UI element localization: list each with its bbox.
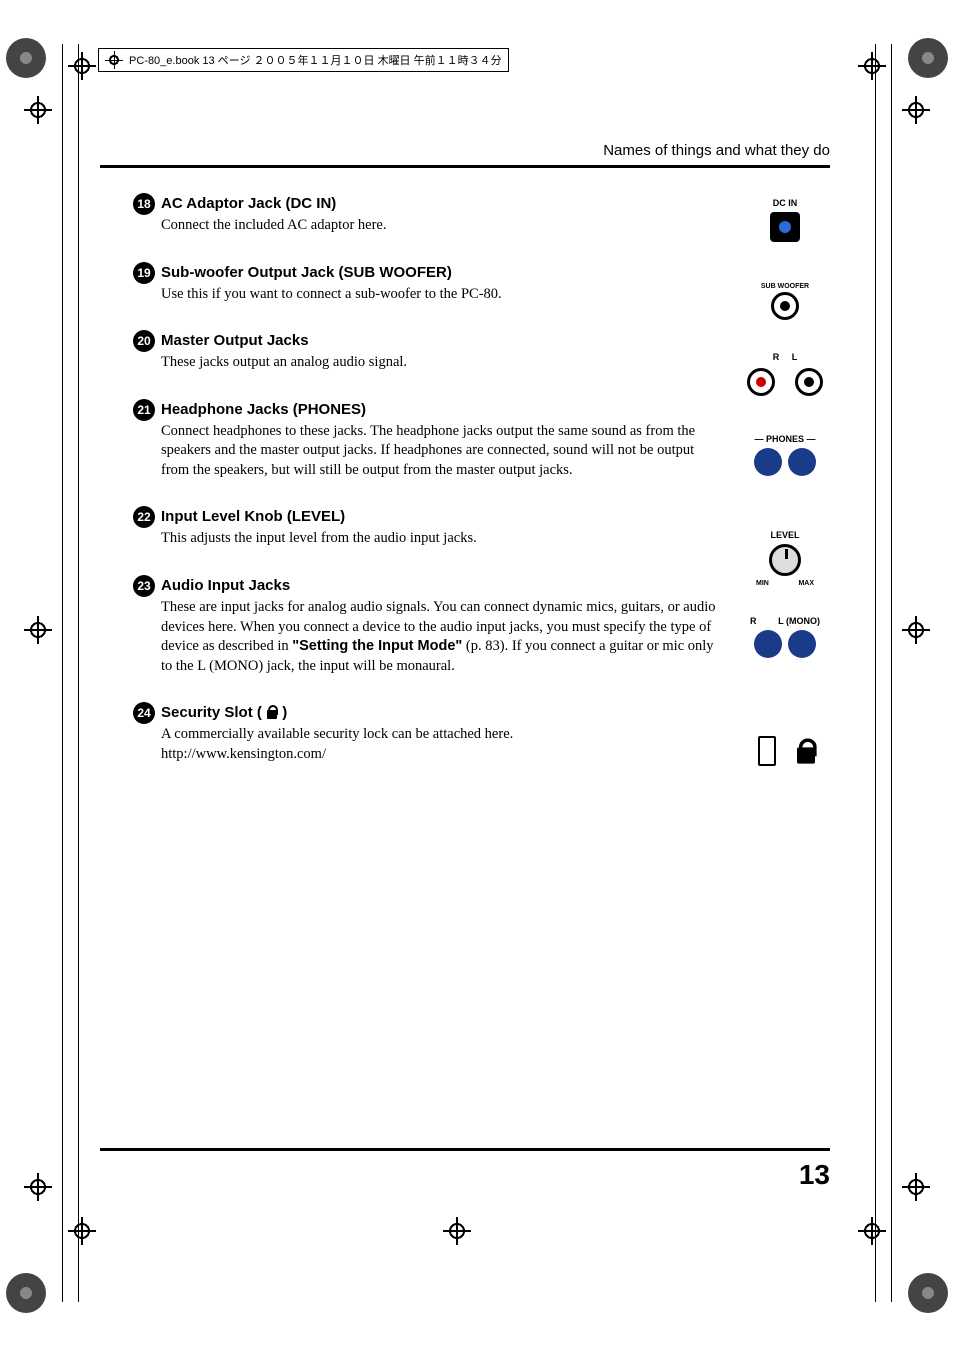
illus-audio-input: R L (MONO): [740, 616, 830, 658]
item-number-badge: 22: [133, 506, 155, 528]
item-text: A commercially available security lock c…: [161, 725, 721, 764]
item-body: Security Slot ( ) A commercially availab…: [161, 704, 833, 764]
label-level: LEVEL: [740, 530, 830, 540]
crop-mark-icon: [24, 96, 52, 124]
item-21: 21 Headphone Jacks (PHONES) Connect head…: [133, 401, 833, 481]
label-max: MAX: [798, 580, 814, 587]
item-text: Use this if you want to connect a sub-wo…: [161, 285, 721, 305]
rca-pair: [740, 366, 830, 398]
dcin-jack-icon: [770, 212, 800, 242]
item-body: Headphone Jacks (PHONES) Connect headpho…: [161, 401, 833, 481]
corner-ornament: [6, 38, 46, 78]
header-metadata: PC-80_e.book 13 ページ ２００５年１１月１０日 木曜日 午前１１…: [98, 48, 509, 72]
crop-mark-icon: [24, 1173, 52, 1201]
illus-level: LEVEL MIN MAX: [740, 530, 830, 587]
item-22: 22 Input Level Knob (LEVEL) This adjusts…: [133, 508, 833, 549]
frame-line: [891, 44, 892, 1302]
item-text: These jacks output an analog audio signa…: [161, 353, 721, 373]
illus-master: R L: [740, 352, 830, 398]
content-area: 18 AC Adaptor Jack (DC IN) Connect the i…: [133, 195, 833, 792]
phone-jack-icon: [788, 630, 816, 658]
item-title: Headphone Jacks (PHONES): [161, 401, 833, 418]
item-body: Master Output Jacks These jacks output a…: [161, 332, 833, 373]
label-r: R: [773, 352, 780, 362]
crop-mark-icon: [68, 1217, 96, 1245]
section-rule: [100, 165, 830, 168]
item-18: 18 AC Adaptor Jack (DC IN) Connect the i…: [133, 195, 833, 236]
lock-icon: [795, 738, 817, 763]
item-20: 20 Master Output Jacks These jacks outpu…: [133, 332, 833, 373]
corner-ornament: [6, 1273, 46, 1313]
crop-mark-icon: [902, 1173, 930, 1201]
item-24: 24 Security Slot ( ) A commercially avai…: [133, 704, 833, 764]
footer-rule: [100, 1148, 830, 1151]
rca-jack-icon: [795, 368, 823, 396]
item-body: Sub-woofer Output Jack (SUB WOOFER) Use …: [161, 264, 833, 305]
item-body: Audio Input Jacks These are input jacks …: [161, 577, 833, 676]
illus-dcin: DC IN: [740, 198, 830, 246]
item-title: Input Level Knob (LEVEL): [161, 508, 833, 525]
item-23: 23 Audio Input Jacks These are input jac…: [133, 577, 833, 676]
label-phones: — PHONES —: [740, 434, 830, 444]
item-title: Sub-woofer Output Jack (SUB WOOFER): [161, 264, 833, 281]
item-number-badge: 18: [133, 193, 155, 215]
label-l: L: [792, 352, 798, 362]
phone-pair: [740, 448, 830, 476]
corner-ornament: [908, 1273, 948, 1313]
crop-mark-icon: [858, 1217, 886, 1245]
item-text: Connect headphones to these jacks. The h…: [161, 422, 721, 481]
page-number: 13: [799, 1159, 830, 1191]
item-number-badge: 20: [133, 330, 155, 352]
lock-icon: [266, 705, 278, 719]
item-number-badge: 23: [133, 575, 155, 597]
registration-icon: [105, 51, 123, 69]
item-text: This adjusts the input level from the au…: [161, 529, 721, 549]
frame-line: [78, 44, 79, 1302]
phone-jack-icon: [754, 630, 782, 658]
frame-line: [62, 44, 63, 1302]
label-min: MIN: [756, 580, 769, 587]
crop-mark-icon: [68, 52, 96, 80]
section-title: Names of things and what they do: [603, 142, 830, 159]
phone-pair: [740, 630, 830, 658]
crop-mark-icon: [24, 616, 52, 644]
label-r: R: [750, 616, 757, 626]
item-number-badge: 24: [133, 702, 155, 724]
label-dcin: DC IN: [740, 198, 830, 208]
item-19: 19 Sub-woofer Output Jack (SUB WOOFER) U…: [133, 264, 833, 305]
label-lmono: L (MONO): [778, 616, 820, 626]
rca-red-icon: [747, 368, 775, 396]
knob-icon: [769, 544, 801, 576]
label-subwoofer: SUB WOOFER: [740, 283, 830, 290]
crop-mark-icon: [902, 616, 930, 644]
item-text: These are input jacks for analog audio s…: [161, 598, 721, 676]
corner-ornament: [908, 38, 948, 78]
item-text: Connect the included AC adaptor here.: [161, 216, 721, 236]
crop-mark-icon: [902, 96, 930, 124]
item-number-badge: 19: [133, 262, 155, 284]
item-number-badge: 21: [133, 399, 155, 421]
crop-mark-icon: [858, 52, 886, 80]
item-title: Audio Input Jacks: [161, 577, 833, 594]
illus-security: [740, 736, 830, 766]
item-title: Master Output Jacks: [161, 332, 833, 349]
rca-jack-icon: [771, 292, 799, 320]
header-text: PC-80_e.book 13 ページ ２００５年１１月１０日 木曜日 午前１１…: [129, 52, 502, 68]
illus-subwoofer: SUB WOOFER: [740, 283, 830, 324]
phone-jack-icon: [788, 448, 816, 476]
frame-line: [875, 44, 876, 1302]
item-body: Input Level Knob (LEVEL) This adjusts th…: [161, 508, 833, 549]
illus-phones: — PHONES —: [740, 434, 830, 476]
item-title: Security Slot ( ): [161, 704, 833, 721]
item-body: AC Adaptor Jack (DC IN) Connect the incl…: [161, 195, 833, 236]
item-title: AC Adaptor Jack (DC IN): [161, 195, 833, 212]
phone-jack-icon: [754, 448, 782, 476]
crop-mark-icon: [443, 1217, 471, 1245]
security-slot-icon: [758, 736, 776, 766]
